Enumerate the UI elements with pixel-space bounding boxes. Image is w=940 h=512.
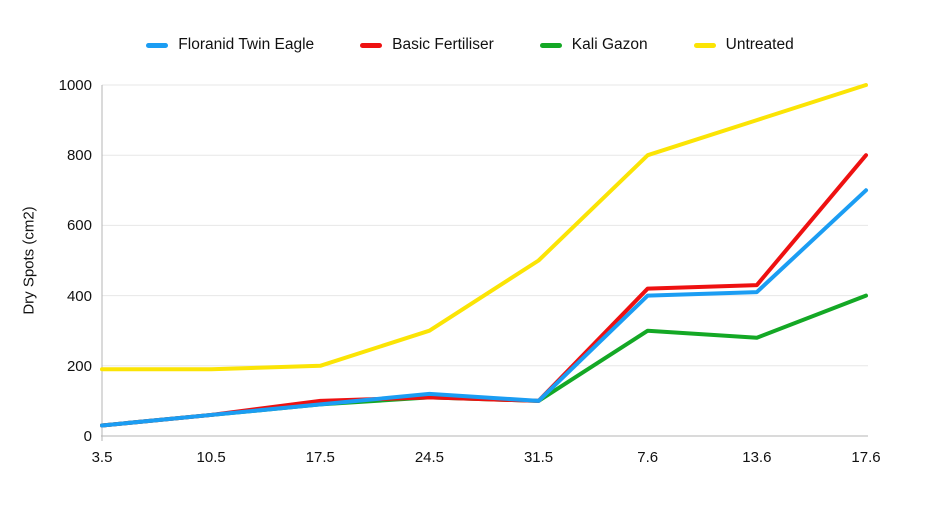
legend-label: Untreated [725,36,794,54]
x-tick-label-17.6: 17.6 [851,449,881,466]
y-tick-label-800: 800 [66,147,92,165]
legend-item-kali-gazon[interactable]: Kali Gazon [539,36,648,54]
chart-legend: Floranid Twin Eagle Basic Fertiliser Kali … [0,32,940,58]
x-tick-label-13.6: 13.6 [742,449,772,466]
series-line-untreated[interactable] [100,83,868,372]
legend-item-untreated[interactable]: Untreated [693,36,794,54]
y-tick-label-200: 200 [66,357,92,375]
legend-label: Kali Gazon [571,36,648,54]
y-axis-title: Dry Spots (cm2) [20,206,38,315]
legend-label: Basic Fertiliser [392,36,494,54]
x-tick-label-24.5: 24.5 [414,449,445,466]
legend-swatch-icon [146,42,169,48]
legend-swatch-icon [693,42,716,48]
legend-item-floranid-twin-eagle[interactable]: Floranid Twin Eagle [146,37,314,53]
legend-swatch-icon [360,42,383,48]
x-tick-label-17.5: 17.5 [305,449,335,466]
x-tick-label-3.5: 3.5 [91,449,113,466]
y-tick-label-400: 400 [66,287,92,305]
y-tick-label-600: 600 [66,217,92,235]
x-tick-label-31.5: 31.5 [523,449,554,466]
series-line-floranid-twin-eagle[interactable] [100,188,868,428]
x-tick-label-10.5: 10.5 [196,449,226,466]
legend-swatch-icon [539,42,562,48]
legend-item-basic-fertiliser[interactable]: Basic Fertiliser [360,37,494,53]
legend-label: Floranid Twin Eagle [178,36,315,54]
series-line-kali-gazon[interactable] [100,293,868,428]
y-tick-label-0: 0 [83,428,92,445]
x-tick-label-7.6: 7.6 [637,449,659,466]
y-tick-label-1000: 1000 [58,77,92,94]
